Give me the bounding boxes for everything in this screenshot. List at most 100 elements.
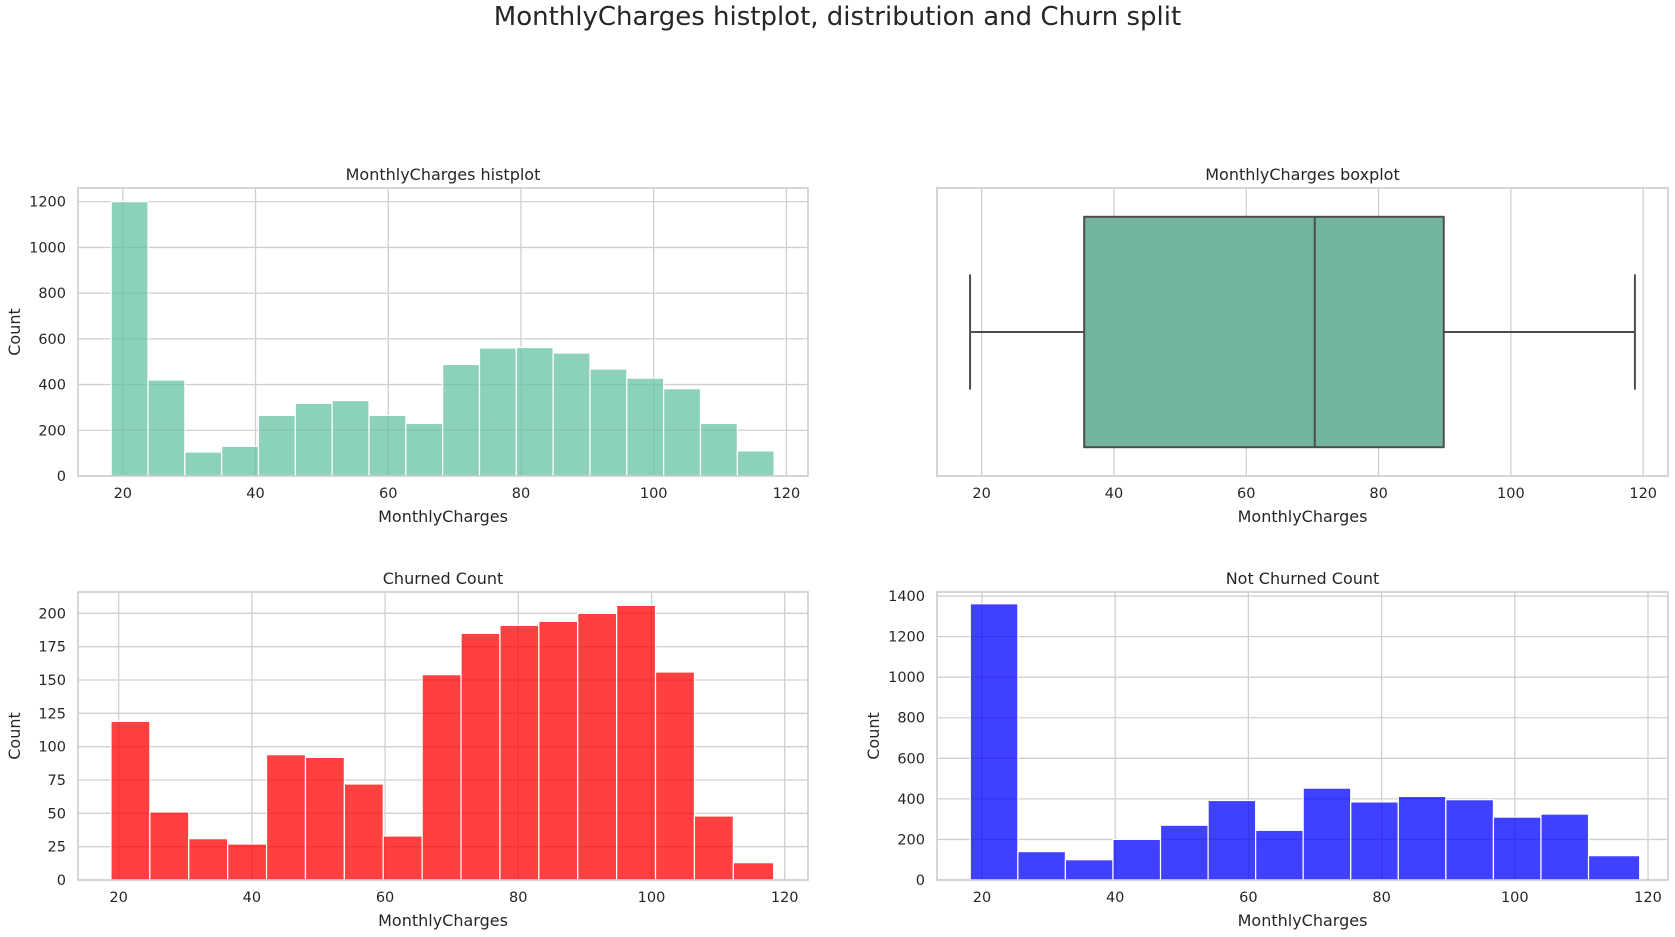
y-tick-label: 400 [897, 792, 925, 808]
histogram-bar [515, 346, 554, 477]
x-tick-label: 100 [1497, 486, 1525, 502]
x-tick-label: 120 [1629, 486, 1657, 502]
x-tick-label: 20 [972, 486, 990, 502]
histogram-bar [147, 379, 186, 477]
histogram-bar [149, 811, 190, 881]
subplot-title: Not Churned Count [1226, 569, 1380, 588]
x-axis-label: MonthlyCharges [378, 911, 508, 930]
histogram-bar [589, 368, 628, 477]
histogram-bar [442, 363, 481, 477]
histogram-bar [1064, 859, 1114, 881]
x-tick-label: 60 [376, 890, 394, 906]
y-tick-label: 1200 [29, 195, 66, 211]
x-tick-label: 40 [1106, 890, 1124, 906]
x-tick-label: 40 [1105, 486, 1123, 502]
histogram-bar [460, 632, 501, 881]
x-tick-label: 20 [109, 890, 127, 906]
histogram-bar [1587, 855, 1641, 881]
histogram-bar [227, 843, 268, 881]
histogram-bar [732, 862, 775, 881]
histogram-bar [1159, 824, 1209, 881]
histogram-bar [478, 347, 517, 477]
histogram-bar [552, 352, 591, 477]
x-tick-label: 100 [1501, 890, 1529, 906]
box-iqr [1083, 215, 1445, 449]
y-tick-label: 50 [48, 806, 66, 822]
histogram-bar [265, 754, 307, 881]
histogram-bar [405, 422, 444, 477]
y-tick-label: 1200 [888, 630, 925, 646]
x-axis-label: MonthlyCharges [378, 507, 508, 526]
figure-title: MonthlyCharges histplot, distribution an… [493, 2, 1182, 32]
axes-frame [77, 591, 809, 881]
x-tick-label: 80 [509, 890, 527, 906]
y-tick-label: 0 [57, 873, 66, 889]
y-tick-label: 1000 [29, 240, 66, 256]
panel-not-churned: 20 40 60 80 100 1200200400600800100012001400N… [864, 569, 1669, 930]
histogram-bar [257, 414, 296, 477]
x-tick-label: 40 [243, 890, 261, 906]
y-axis-label: Count [5, 308, 24, 356]
histogram-bar [969, 603, 1019, 881]
x-tick-label: 120 [771, 890, 799, 906]
y-tick-label: 200 [38, 606, 66, 622]
x-tick-label: 80 [1372, 890, 1390, 906]
axes-frame [77, 187, 809, 477]
panel-churned: 20 40 60 80 100 120 0 25 50 75 100 125 150 175 200 Chur… [5, 569, 809, 930]
histogram-bar [1207, 799, 1257, 881]
histogram-bar [626, 377, 665, 477]
y-tick-label: 0 [57, 469, 66, 485]
histogram-bar [1350, 801, 1399, 881]
histogram-bar [368, 414, 407, 477]
histogram-bar [736, 450, 775, 477]
histogram-bar [184, 451, 223, 477]
histogram-bar [1302, 787, 1352, 881]
histogram-bar [1540, 813, 1590, 881]
histogram-bar [577, 612, 618, 881]
x-tick-label: 60 [1239, 890, 1257, 906]
subplot-title: Churned Count [383, 569, 504, 588]
histogram-bar [1445, 799, 1495, 881]
x-tick-label: 80 [1369, 486, 1387, 502]
y-tick-label: 175 [38, 640, 66, 656]
y-tick-label: 25 [48, 840, 66, 856]
histogram-bar [1397, 795, 1447, 881]
x-tick-label: 60 [1237, 486, 1255, 502]
axes-frame [936, 591, 1669, 881]
y-tick-label: 75 [48, 773, 66, 789]
y-tick-label: 400 [38, 378, 66, 394]
x-tick-label: 20 [973, 890, 991, 906]
histogram-bar [110, 720, 151, 881]
histogram-bar [382, 835, 423, 881]
histogram-bar [693, 815, 734, 881]
x-tick-label: 120 [1634, 890, 1662, 906]
panel-histplot: 20 40 60 80 100 120020040060080010001200Month… [5, 165, 809, 526]
y-tick-label: 200 [38, 423, 66, 439]
y-tick-label: 1400 [888, 589, 925, 605]
y-tick-label: 1000 [888, 670, 925, 686]
y-axis-label: Count [864, 712, 883, 760]
y-tick-label: 600 [38, 332, 66, 348]
histogram-bar [1112, 838, 1162, 881]
histogram-bar [499, 624, 540, 881]
x-tick-label: 120 [773, 486, 801, 502]
y-tick-label: 125 [38, 706, 66, 722]
histogram-bar [294, 402, 333, 477]
histogram-bar [304, 756, 345, 881]
x-tick-label: 20 [114, 486, 132, 502]
panel-boxplot: 20 40 60 80 100 120 MonthlyCharges boxplot Mont… [936, 165, 1669, 526]
axes-frame [936, 187, 1669, 477]
x-tick-label: 80 [512, 486, 530, 502]
y-tick-label: 200 [897, 832, 925, 848]
x-tick-label: 100 [638, 890, 666, 906]
histogram-bar [110, 201, 149, 477]
histogram-bar [331, 399, 370, 477]
y-tick-label: 800 [38, 286, 66, 302]
histogram-bar [1492, 816, 1542, 881]
histogram-bar [343, 783, 384, 881]
histogram-bar [699, 422, 738, 477]
histogram-bar [663, 388, 702, 477]
subplot-title: MonthlyCharges histplot [346, 165, 541, 184]
